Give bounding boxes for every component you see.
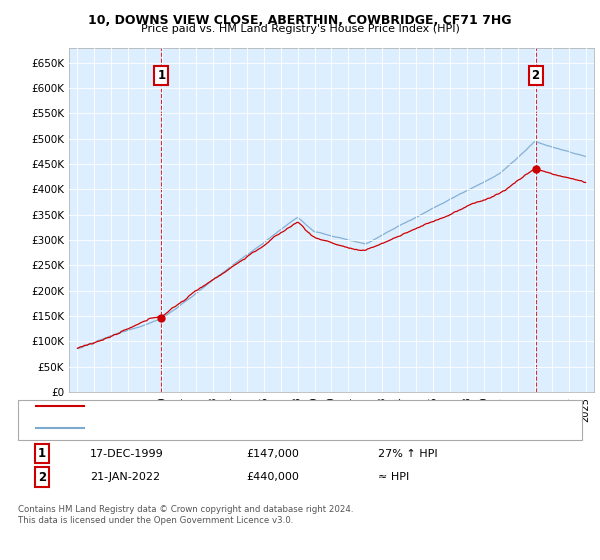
Text: ≈ HPI: ≈ HPI xyxy=(378,472,409,482)
Text: HPI: Average price, detached house, Vale of Glamorgan: HPI: Average price, detached house, Vale… xyxy=(90,423,361,433)
Text: 2: 2 xyxy=(532,69,539,82)
Text: 1: 1 xyxy=(157,69,166,82)
Text: 21-JAN-2022: 21-JAN-2022 xyxy=(90,472,160,482)
Text: 10, DOWNS VIEW CLOSE, ABERTHIN, COWBRIDGE, CF71 7HG: 10, DOWNS VIEW CLOSE, ABERTHIN, COWBRIDG… xyxy=(88,14,512,27)
Text: 27% ↑ HPI: 27% ↑ HPI xyxy=(378,449,437,459)
Text: Price paid vs. HM Land Registry's House Price Index (HPI): Price paid vs. HM Land Registry's House … xyxy=(140,24,460,34)
Text: £147,000: £147,000 xyxy=(246,449,299,459)
Text: £440,000: £440,000 xyxy=(246,472,299,482)
Text: 10, DOWNS VIEW CLOSE, ABERTHIN, COWBRIDGE, CF71 7HG (detached house): 10, DOWNS VIEW CLOSE, ABERTHIN, COWBRIDG… xyxy=(90,401,478,411)
Text: 1: 1 xyxy=(38,447,46,460)
Text: 2: 2 xyxy=(38,470,46,484)
Text: 17-DEC-1999: 17-DEC-1999 xyxy=(90,449,164,459)
Text: Contains HM Land Registry data © Crown copyright and database right 2024.
This d: Contains HM Land Registry data © Crown c… xyxy=(18,505,353,525)
